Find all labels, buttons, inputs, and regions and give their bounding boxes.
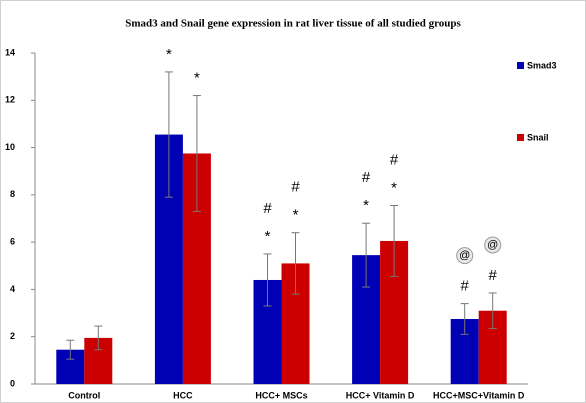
annotation: #: [291, 179, 300, 196]
annotation: *: [293, 207, 299, 224]
y-tick-label: 10: [5, 142, 15, 152]
y-tick-label: 12: [5, 95, 15, 105]
error-bar: [66, 339, 75, 360]
error-bar: [291, 232, 300, 295]
y-tick-label: 6: [10, 237, 15, 247]
annotation: *: [363, 197, 369, 214]
annotation: #: [390, 151, 399, 168]
annotation: *: [194, 70, 200, 87]
y-tick-label: 8: [10, 189, 15, 199]
legend-swatch: [517, 62, 524, 69]
legend-label: Smad3: [527, 60, 557, 70]
legend-swatch: [517, 134, 524, 141]
x-tick-label: HCC+MSC+Vitamin D: [433, 390, 525, 400]
legend-label: Snail: [527, 132, 549, 142]
annotation: #: [263, 200, 272, 217]
annotation: @: [487, 239, 498, 251]
error-bar: [362, 222, 371, 288]
error-bar: [460, 303, 469, 335]
y-tick-label: 2: [10, 331, 15, 341]
error-bar: [94, 325, 103, 351]
y-tick-label: 14: [5, 47, 15, 57]
error-bar: [488, 292, 497, 329]
x-tick-label: Control: [68, 390, 100, 400]
error-bar: [164, 71, 173, 198]
chart-title: Smad3 and Snail gene expression in rat l…: [125, 18, 461, 30]
annotation: *: [166, 46, 172, 63]
x-tick-label: HCC+ Vitamin D: [346, 390, 415, 400]
x-tick-label: HCC: [173, 390, 193, 400]
y-tick-label: 4: [10, 284, 15, 294]
x-tick-label: HCC+ MSCs: [255, 390, 307, 400]
error-bar: [263, 253, 272, 307]
annotation: *: [391, 179, 397, 196]
annotation-ring: [456, 247, 474, 265]
y-tick-label: 0: [10, 378, 15, 388]
error-bar: [390, 204, 399, 277]
annotation: *: [265, 228, 271, 245]
annotation: #: [362, 169, 371, 186]
annotation: @: [459, 250, 470, 262]
annotation: #: [461, 278, 470, 295]
error-bar: [192, 95, 201, 212]
annotation: #: [489, 267, 498, 284]
annotation-ring: [484, 236, 502, 254]
